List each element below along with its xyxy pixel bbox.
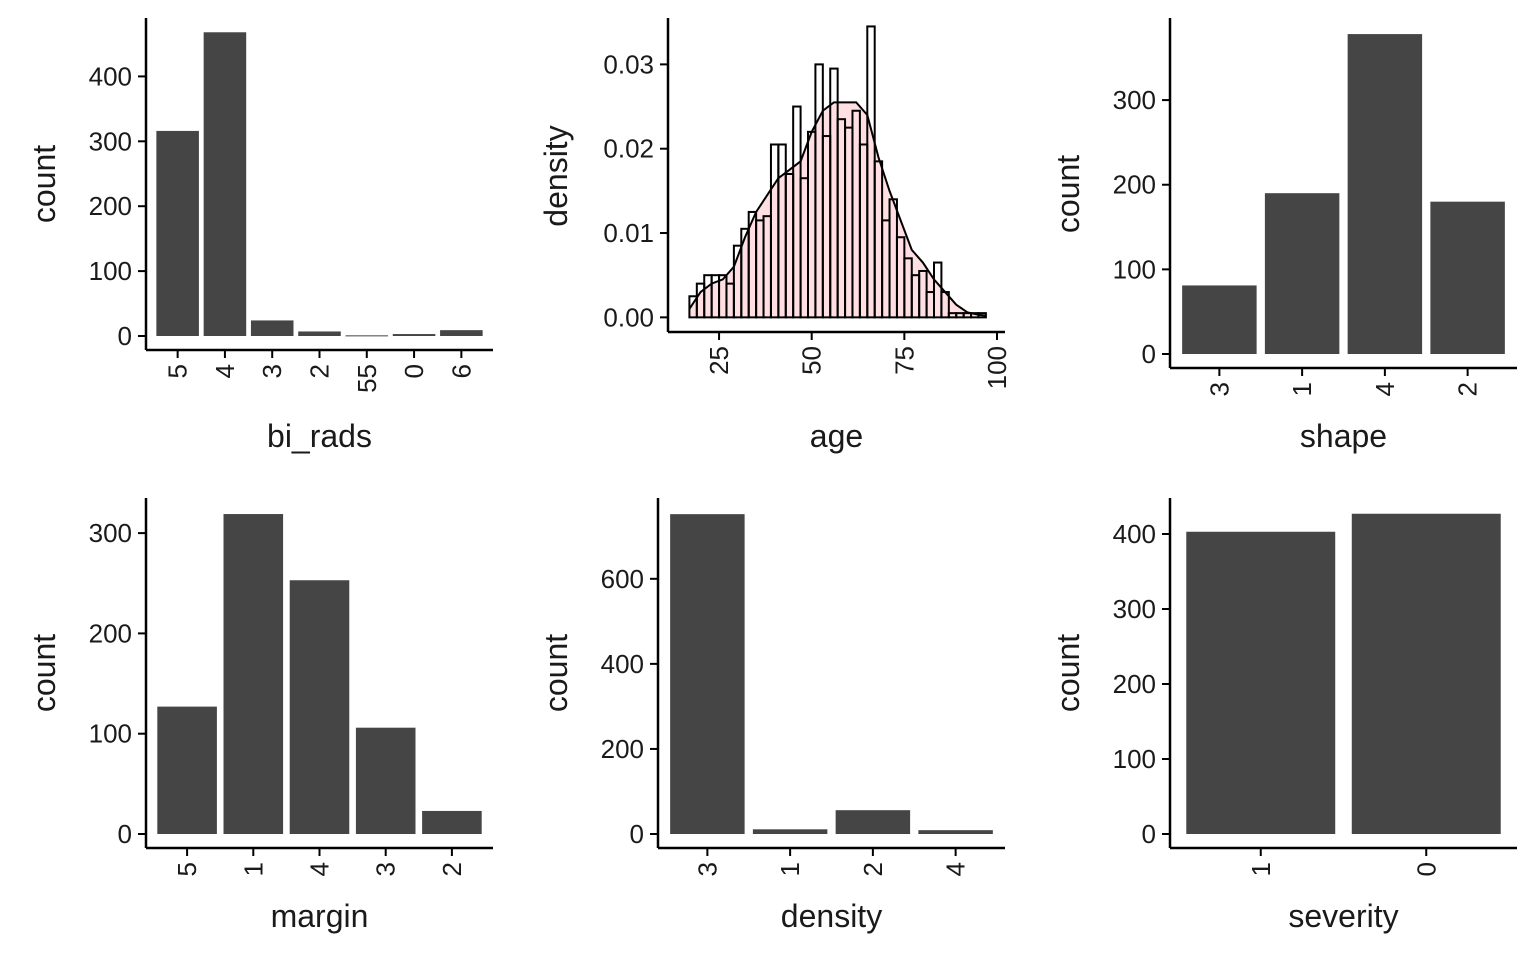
chart-panel-age: 0.00 0.01 0.02 0.03 25 50 75 100 age density <box>538 18 1012 454</box>
x-axis-title: margin <box>271 898 369 934</box>
bar <box>223 514 284 834</box>
y-tick-label: 0.03 <box>603 49 654 79</box>
bar <box>298 331 341 336</box>
x-tick-label: 50 <box>797 346 827 375</box>
x-tick-label: 2 <box>305 364 335 378</box>
bar <box>1347 34 1423 355</box>
y-tick-label: 100 <box>1113 254 1156 284</box>
x-axis-title: bi_rads <box>267 418 372 454</box>
x-tick-label: 3 <box>692 862 722 876</box>
bar <box>1264 193 1340 354</box>
y-axis-title: count <box>538 634 574 712</box>
x-tick-label: 3 <box>1204 382 1234 396</box>
bar <box>918 830 993 834</box>
x-tick-label: 4 <box>210 364 240 378</box>
x-tick-label: 75 <box>889 346 919 375</box>
x-tick-label: 55 <box>352 364 382 393</box>
x-tick-label: 1 <box>1246 862 1276 876</box>
y-tick-label: 0 <box>118 321 132 351</box>
y-tick-label: 400 <box>601 649 644 679</box>
x-tick-label: 5 <box>163 364 193 378</box>
x-tick-label: 5 <box>172 862 202 876</box>
x-tick-label: 3 <box>257 364 287 378</box>
x-tick-label: 0 <box>399 364 429 378</box>
y-tick-label: 300 <box>89 518 132 548</box>
bar <box>1430 201 1505 354</box>
y-tick-label: 200 <box>601 734 644 764</box>
chart-panel-margin: 0 100 200 300 5 1 4 3 2 margin count <box>26 498 493 934</box>
bar <box>1186 531 1336 834</box>
x-tick-label: 4 <box>1370 382 1400 396</box>
bar <box>1182 285 1257 354</box>
y-axis-title: density <box>538 125 574 226</box>
bar <box>422 810 482 834</box>
y-tick-label: 0 <box>118 819 132 849</box>
bar <box>157 706 217 834</box>
x-tick-label: 1 <box>238 862 268 876</box>
y-axis-title: count <box>1050 634 1086 712</box>
y-tick-label: 0 <box>630 819 644 849</box>
y-tick-label: 100 <box>89 719 132 749</box>
x-tick-label: 2 <box>437 862 467 876</box>
y-tick-label: 0.01 <box>603 218 654 248</box>
bar <box>156 130 199 336</box>
x-tick-label: 0 <box>1411 862 1441 876</box>
x-tick-label: 1 <box>775 862 805 876</box>
y-axis-title: count <box>26 145 62 223</box>
bar <box>203 32 247 336</box>
x-axis-title: density <box>781 898 882 934</box>
bar <box>670 514 745 834</box>
x-axis-title: severity <box>1288 898 1398 934</box>
bar <box>355 727 416 834</box>
y-tick-label: 100 <box>89 256 132 286</box>
y-tick-label: 300 <box>1113 594 1156 624</box>
x-tick-label: 2 <box>1453 382 1483 396</box>
y-tick-label: 0.02 <box>603 134 654 164</box>
bar <box>345 335 389 337</box>
y-tick-label: 200 <box>89 191 132 221</box>
y-tick-label: 100 <box>1113 744 1156 774</box>
x-axis-title: shape <box>1300 418 1387 454</box>
x-tick-label: 6 <box>446 364 476 378</box>
y-tick-label: 200 <box>89 618 132 648</box>
x-axis-title: age <box>810 418 863 454</box>
y-axis-title: count <box>1050 155 1086 233</box>
y-axis-title: count <box>26 634 62 712</box>
bar <box>752 829 828 834</box>
chart-panel-density: 0 200 400 600 3 1 2 4 density count <box>538 498 1005 934</box>
y-tick-label: 400 <box>89 61 132 91</box>
x-tick-label: 4 <box>941 862 971 876</box>
bar <box>392 334 436 336</box>
y-tick-label: 0 <box>1142 819 1156 849</box>
y-tick-label: 200 <box>1113 170 1156 200</box>
bar <box>1351 513 1501 834</box>
x-tick-label: 2 <box>858 862 888 876</box>
chart-panel-bi-rads: 0 100 200 300 400 5 4 3 2 55 0 6 bi_rads count <box>26 18 493 454</box>
x-tick-label: 3 <box>371 862 401 876</box>
y-tick-label: 300 <box>89 126 132 156</box>
y-tick-label: 0 <box>1142 339 1156 369</box>
chart-panel-severity: 0 100 200 300 400 1 0 severity count <box>1050 498 1517 934</box>
x-tick-label: 25 <box>704 346 734 375</box>
histogram-bar <box>933 261 943 319</box>
bar <box>835 810 911 834</box>
y-tick-label: 200 <box>1113 669 1156 699</box>
density-curve <box>688 101 986 317</box>
y-tick-label: 600 <box>601 564 644 594</box>
x-tick-label: 4 <box>305 862 335 876</box>
y-tick-label: 400 <box>1113 519 1156 549</box>
x-tick-label: 1 <box>1287 382 1317 396</box>
bar <box>250 320 294 336</box>
bar <box>289 580 350 834</box>
y-tick-label: 0.00 <box>603 302 654 332</box>
y-tick-label: 300 <box>1113 85 1156 115</box>
bar <box>440 330 483 336</box>
x-tick-label: 100 <box>982 346 1012 389</box>
chart-panel-shape: 0 100 200 300 3 1 4 2 shape count <box>1050 18 1517 454</box>
